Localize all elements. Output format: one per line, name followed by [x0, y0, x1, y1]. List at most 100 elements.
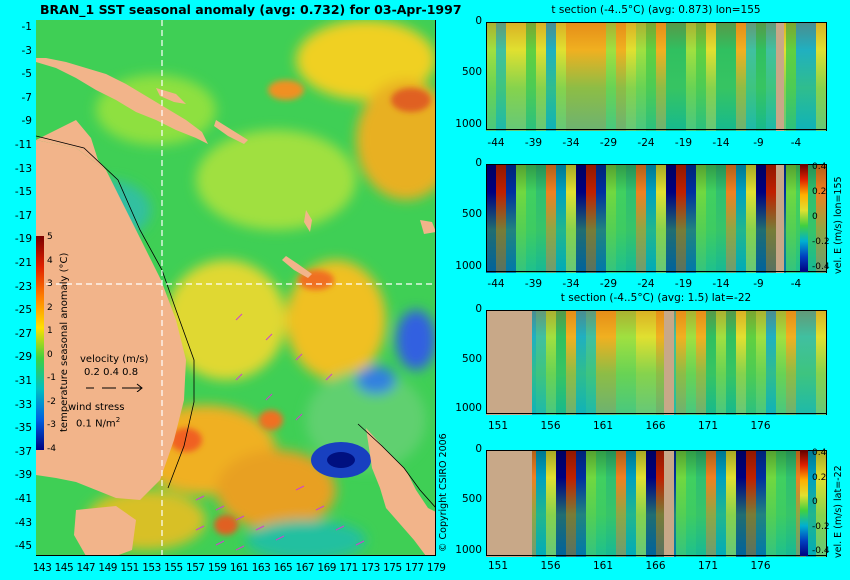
section-x-tick: -44 — [487, 278, 505, 290]
lat-tick-label: -5 — [21, 68, 32, 81]
section-x-tick: -29 — [599, 278, 618, 290]
wind-legend-scale-unit: 2 — [115, 416, 121, 424]
section-plot — [486, 22, 827, 131]
section-x-tick: -4 — [790, 137, 802, 149]
section-land-mask — [486, 451, 532, 557]
section-depth-shading — [486, 451, 826, 557]
section-y-tick: 1000 — [455, 402, 482, 415]
sst-colorbar-tick: -3 — [47, 420, 56, 430]
lat-tick-label: -27 — [14, 327, 32, 340]
section-x-tick: -24 — [637, 278, 655, 290]
section-x-tick: -39 — [524, 278, 543, 290]
land-tasmania — [74, 506, 136, 556]
lat-tick-label: -1 — [21, 21, 32, 33]
land-solomon-islands — [214, 120, 248, 144]
lon-tick-label: 153 — [142, 562, 161, 574]
lat-tick-label: -33 — [14, 398, 32, 411]
lon-tick-label: 147 — [76, 562, 96, 574]
sst-map — [36, 20, 436, 556]
sst-colorbar-tick: -1 — [47, 373, 56, 383]
wind-legend-scale-value: 0.1 N/m — [76, 418, 116, 430]
lon-tick-label: 179 — [426, 562, 446, 574]
velocity-colorbar-tick: -0.2 — [812, 521, 830, 532]
lon-tick-label: 165 — [273, 562, 293, 574]
section-x-tick: 176 — [750, 420, 771, 432]
land-australia — [36, 140, 186, 500]
section-plot — [486, 310, 827, 415]
section-x-tick: -9 — [753, 278, 764, 290]
section-x-tick: -19 — [674, 137, 693, 149]
isobath-australia — [36, 135, 195, 489]
velocity-colorbar-label: vel. E (m/s) lat=-22 — [833, 465, 844, 558]
lon-tick-label: 171 — [339, 562, 358, 574]
section-y-tick: 1000 — [455, 117, 482, 130]
section-x-tick: -34 — [562, 278, 580, 290]
velocity-colorbar-tick: 0.2 — [812, 187, 827, 197]
section-x-tick: -19 — [674, 278, 693, 290]
lon-tick-label: 161 — [229, 562, 249, 574]
cold-eddy-core — [327, 452, 355, 468]
sst-colorbar-tick: -4 — [47, 443, 56, 454]
section-x-tick: 166 — [645, 420, 666, 432]
velocity-colorbar-tick: 0.4 — [812, 162, 827, 172]
land-fiji — [420, 220, 436, 234]
velocity-colorbar — [800, 450, 808, 556]
section-plot — [486, 164, 827, 273]
velocity-legend-scale: 0.2 0.4 0.8 — [84, 367, 139, 378]
section-axes — [486, 450, 826, 556]
section-x-tick: -34 — [562, 137, 580, 149]
section-land-mask — [776, 23, 785, 131]
isobath-new-zealand — [357, 423, 436, 509]
section-land-mask — [486, 311, 532, 415]
section-x-tick: 151 — [487, 420, 509, 432]
section-x-tick: -29 — [599, 137, 618, 149]
section-x-tick: 166 — [645, 560, 666, 572]
land-vanuatu — [304, 210, 312, 232]
wind-legend-scale: 0.1 N/m2 — [76, 416, 120, 429]
section-y-tick: 0 — [475, 303, 482, 315]
section-y-tick: 0 — [475, 443, 482, 455]
section-y-tick: 500 — [461, 493, 482, 506]
velocity-colorbar-tick: -0.4 — [812, 262, 830, 272]
lat-tick-label: -35 — [14, 422, 32, 435]
sst-colorbar-tick: -2 — [47, 396, 56, 407]
section-y-tick: 0 — [475, 157, 482, 169]
velocity-colorbar-tick: 0.4 — [812, 448, 827, 458]
section-land-mask — [664, 451, 674, 557]
section-x-tick: 171 — [697, 420, 719, 432]
lon-tick-label: 167 — [295, 562, 315, 574]
lon-tick-label: 177 — [405, 562, 424, 574]
lat-tick-label: -39 — [14, 469, 32, 482]
lat-tick-label: -3 — [21, 44, 32, 57]
lat-tick-label: -37 — [14, 445, 32, 458]
lon-tick-label: 143 — [32, 562, 52, 574]
section-axes — [486, 164, 826, 272]
section-x-tick: -9 — [753, 137, 764, 149]
velocity-colorbar-tick: 0 — [812, 497, 818, 507]
lon-tick-label: 163 — [251, 562, 271, 574]
section-land-mask — [776, 165, 785, 273]
section-x-tick: -4 — [790, 278, 802, 290]
lat-tick-label: -29 — [14, 351, 32, 364]
section-x-tick: 161 — [592, 420, 614, 432]
sst-colorbar-tick: 5 — [47, 232, 53, 242]
sst-colorbar-tick: 2 — [47, 302, 53, 313]
lat-tick-label: -41 — [14, 493, 32, 505]
section-x-tick: 156 — [540, 560, 561, 572]
land-new-britain — [156, 88, 186, 104]
section-depth-shading — [486, 23, 826, 131]
map-frame — [36, 20, 436, 556]
land-new-caledonia — [282, 256, 312, 278]
section-depth-shading — [486, 165, 826, 273]
section-x-tick: -14 — [712, 137, 730, 149]
sst-colorbar-tick: 3 — [47, 279, 53, 289]
velocity-legend-label: velocity (m/s) — [80, 354, 149, 365]
lat-tick-label: -13 — [14, 162, 32, 175]
section-title: t section (-4..5°C) (avg: 1.5) lat=-22 — [560, 292, 752, 304]
sst-map-plot — [36, 20, 436, 556]
wind-legend-label: wind stress — [68, 402, 125, 413]
sst-colorbar-tick: 4 — [47, 255, 53, 266]
lat-tick-label: -9 — [21, 115, 32, 128]
lat-tick-label: -43 — [14, 516, 32, 529]
section-y-tick: 1000 — [455, 259, 482, 272]
